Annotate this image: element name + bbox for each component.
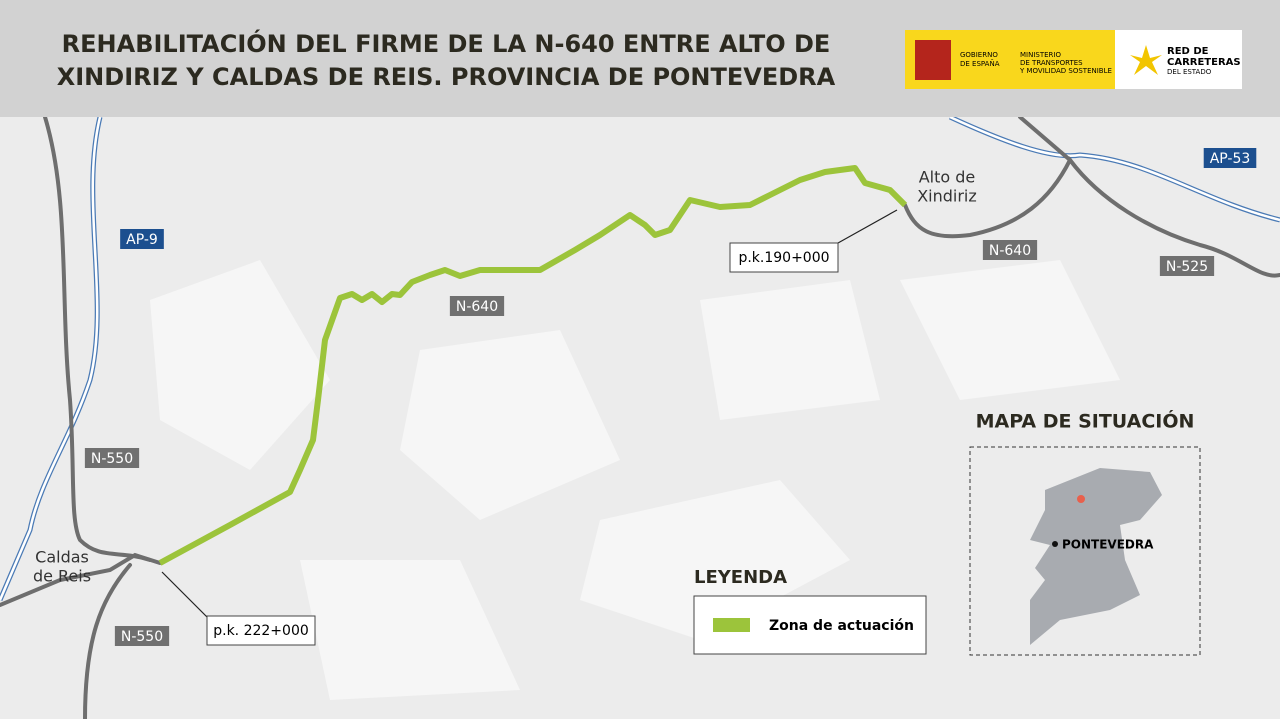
road-label-box	[120, 229, 164, 249]
place-name: de Reis	[33, 567, 91, 586]
logo-text: GOBIERNO	[960, 51, 998, 59]
pk-label: p.k.190+000	[738, 250, 829, 266]
road-label: AP-53	[1210, 151, 1251, 167]
logo-text: DEL ESTADO	[1167, 68, 1212, 76]
road-label-box	[449, 296, 505, 316]
motorways	[0, 114, 1280, 601]
pointer	[837, 209, 898, 244]
network-icon	[1130, 45, 1162, 75]
road-label-box	[1159, 256, 1215, 276]
network-logo	[1115, 30, 1242, 89]
pointer	[161, 571, 211, 621]
logo-text: DE ESPAÑA	[960, 59, 1000, 68]
logo-text: Y MOVILIDAD SOSTENIBLE	[1019, 67, 1112, 75]
works-section	[158, 165, 908, 566]
title-line: REHABILITACIÓN DEL FIRME DE LA N-640 ENT…	[62, 28, 831, 58]
road-label: N-550	[91, 451, 133, 467]
province-shape	[1030, 468, 1162, 645]
legend-item: Zona de actuación	[769, 618, 914, 634]
road-label: N-550	[121, 629, 163, 645]
logo-text: MINISTERIO	[1020, 51, 1061, 59]
city-dot	[1052, 541, 1058, 547]
logo-text: RED DE	[1167, 46, 1209, 57]
road-label: AP-9	[126, 232, 158, 248]
legend-title: LEYENDA	[694, 567, 787, 588]
legend-swatch	[713, 618, 750, 632]
pk-label: p.k. 222+000	[213, 623, 309, 639]
road-label-box	[982, 240, 1038, 260]
place-name: Caldas	[35, 548, 89, 567]
road-label: N-640	[456, 299, 498, 315]
roads	[0, 115, 1280, 721]
coat-of-arms	[915, 40, 951, 80]
location-dot	[1077, 495, 1085, 503]
terrain	[150, 260, 1120, 700]
pk-box	[206, 615, 316, 646]
road-label: N-525	[1166, 259, 1208, 275]
city-label: PONTEVEDRA	[1062, 538, 1154, 552]
road-label-box	[114, 626, 170, 646]
place-name: Xindiriz	[917, 187, 977, 206]
road-label-box	[1203, 148, 1257, 168]
inset-title: MAPA DE SITUACIÓN	[976, 409, 1195, 433]
road-label: N-640	[989, 243, 1031, 259]
title-line: XINDIRIZ Y CALDAS DE REIS. PROVINCIA DE …	[57, 63, 836, 91]
road-label-box	[84, 448, 140, 468]
place-name: Alto de	[919, 168, 976, 187]
road-labels: AP-9 AP-53 N-640 N-640 N-525 N-550 N-550	[84, 148, 1257, 646]
logo-text: CARRETERAS	[1167, 57, 1241, 68]
logo-text: DE TRANSPORTES	[1020, 59, 1083, 67]
pk-box	[729, 242, 839, 273]
